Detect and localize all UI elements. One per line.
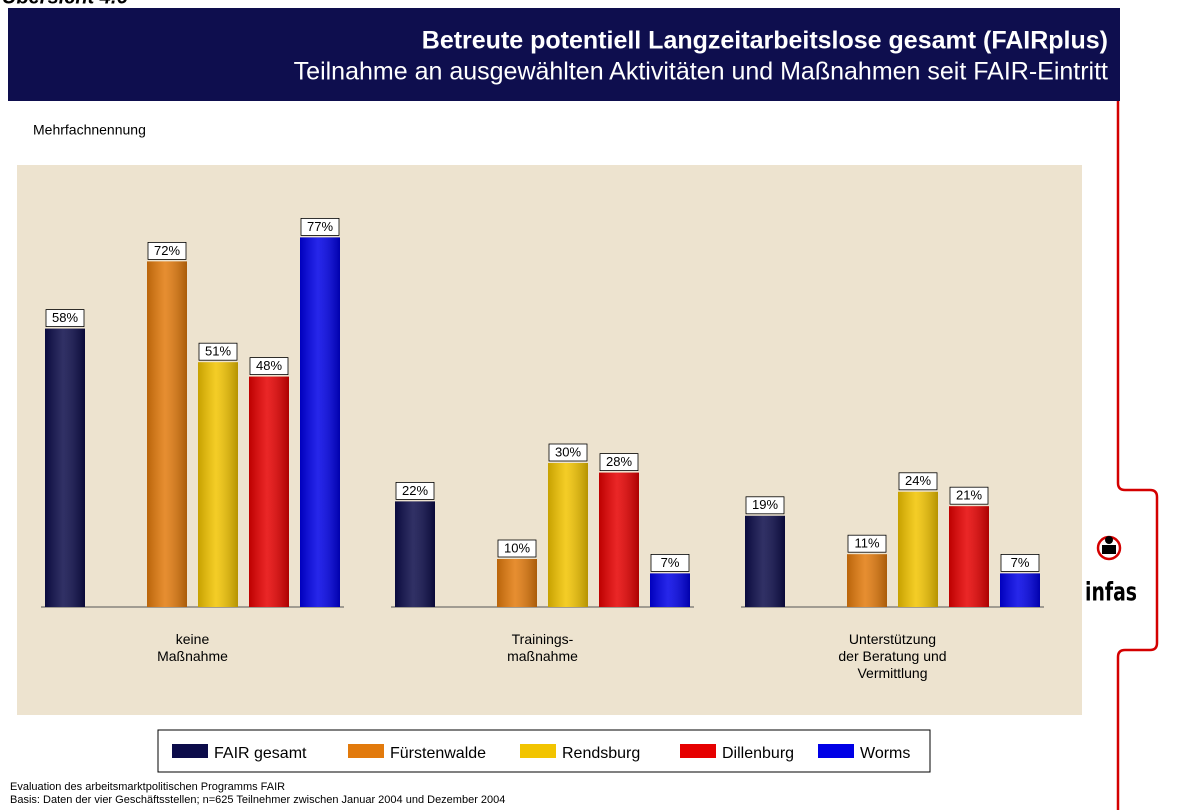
value-label-box — [45, 309, 85, 328]
value-label-box — [147, 241, 187, 260]
legend-label: Worms — [860, 745, 910, 762]
overline: Übersicht 4.6 — [2, 0, 128, 8]
footnote: Evaluation des arbeitsmarktpolitischen P… — [10, 781, 285, 793]
bar-shade — [898, 491, 938, 607]
footnote: Basis: Daten der vier Geschäftsstellen; … — [10, 794, 505, 806]
value-label-box — [949, 486, 989, 505]
logo-icon — [1105, 536, 1113, 544]
value-label-box — [898, 472, 938, 491]
value-label: 48% — [256, 358, 282, 373]
x-tick-label: keine Maßnahme — [157, 631, 228, 664]
bar-shade — [650, 573, 690, 607]
bar-shade — [847, 554, 887, 607]
value-label: 19% — [752, 497, 778, 512]
bar-shade — [599, 472, 639, 607]
value-label-box — [745, 496, 785, 515]
value-label: 28% — [606, 454, 632, 469]
value-label-box — [599, 453, 639, 472]
value-label-box — [198, 342, 238, 361]
legend-swatch — [172, 744, 208, 758]
bar-shade — [300, 237, 340, 607]
x-tick-label: Trainings-maßnahme — [507, 631, 578, 664]
bar-shade — [497, 559, 537, 607]
bar-shade — [249, 376, 289, 607]
value-label: 77% — [307, 219, 333, 234]
value-label-box — [395, 481, 435, 500]
value-label: 58% — [52, 310, 78, 325]
legend-swatch — [520, 744, 556, 758]
value-label-box — [249, 357, 289, 376]
legend-label: Fürstenwalde — [390, 745, 486, 762]
banner — [8, 8, 1120, 101]
value-label: 7% — [661, 555, 680, 570]
bar-shade — [548, 463, 588, 607]
legend-label: Rendsburg — [562, 745, 640, 762]
value-label: 21% — [956, 488, 982, 503]
bar-shade — [745, 515, 785, 607]
legend-swatch — [680, 744, 716, 758]
bar-shade — [45, 328, 85, 607]
bar-shade — [949, 506, 989, 607]
legend-swatch — [818, 744, 854, 758]
logo-icon — [1102, 545, 1116, 554]
value-label-box — [300, 217, 340, 236]
note: Mehrfachnennung — [33, 122, 146, 138]
value-label-box — [847, 534, 887, 553]
value-label: 10% — [504, 540, 530, 555]
value-label: 22% — [402, 483, 428, 498]
bar-shade — [147, 261, 187, 607]
legend-label: FAIR gesamt — [214, 745, 307, 762]
legend-swatch — [348, 744, 384, 758]
value-label: 72% — [154, 243, 180, 258]
bar-shade — [198, 362, 238, 607]
bar-shade — [395, 501, 435, 607]
logo-text: infas — [1085, 578, 1137, 608]
legend-label: Dillenburg — [722, 745, 794, 762]
x-tick-label: Unterstützung der Beratung und Vermittlung — [838, 631, 946, 681]
value-label-box — [650, 554, 690, 572]
bar-shade — [1000, 573, 1040, 607]
value-label-box — [1000, 554, 1040, 572]
value-label: 51% — [205, 344, 231, 359]
value-label-box — [497, 539, 537, 558]
decor-line — [1116, 101, 1159, 810]
chart-title: Betreute potentiell Langzeitarbeitslose … — [422, 27, 1108, 55]
value-label-box — [548, 443, 588, 462]
plot-area — [17, 165, 1082, 715]
value-label: 30% — [555, 444, 581, 459]
value-label: 7% — [1011, 555, 1030, 570]
chart-subtitle: Teilnahme an ausgewählten Aktivitäten un… — [294, 58, 1108, 86]
value-label: 24% — [905, 473, 931, 488]
value-label: 11% — [854, 536, 879, 551]
